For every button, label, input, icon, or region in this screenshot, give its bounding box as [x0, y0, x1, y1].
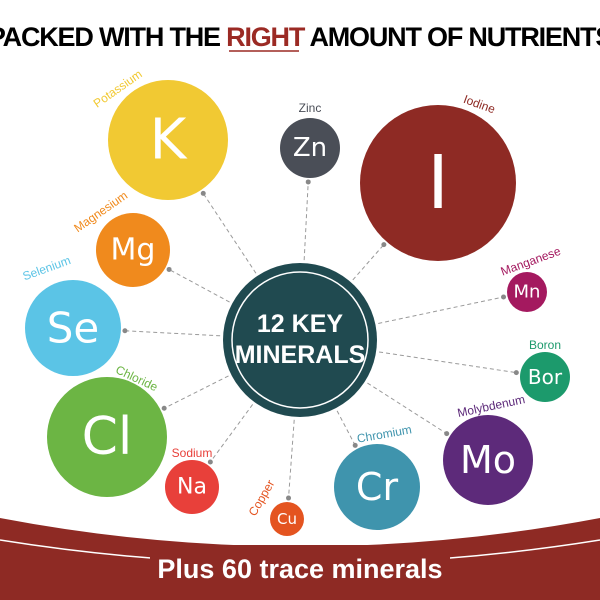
mineral-symbol: Cl: [82, 407, 133, 467]
headline-highlight: RIGHT: [226, 22, 306, 52]
mineral-circle: [360, 105, 516, 261]
mineral-circle: [47, 377, 167, 497]
connector-k: [202, 193, 257, 274]
mineral-name: Boron: [529, 338, 561, 352]
connector-cl: [163, 375, 229, 409]
mineral-symbol: Cr: [356, 465, 399, 509]
mineral-boron: Bor Boron: [520, 338, 570, 402]
mineral-circle: [96, 213, 170, 287]
connector-dot: [207, 459, 213, 465]
connector-zn: [303, 181, 309, 261]
mineral-circle: [334, 444, 420, 530]
footer-text: Plus 60 trace minerals: [157, 554, 442, 584]
connector-se: [124, 330, 221, 337]
connector-dot: [305, 179, 311, 185]
connector-dot: [513, 370, 519, 376]
center-line1: 12 KEY: [257, 310, 343, 338]
mineral-name: Chromium: [356, 422, 413, 445]
connector-dot: [161, 405, 167, 411]
center-hub: 12 KEY MINERALS: [223, 263, 377, 417]
connector-dot: [501, 294, 507, 300]
connector-mg: [168, 269, 230, 303]
connector-mo: [367, 382, 447, 435]
mineral-circle: [443, 415, 533, 505]
footer-band: Plus 60 trace minerals: [0, 518, 600, 600]
connector-dot: [166, 266, 172, 272]
headline: PACKED WITH THE RIGHT AMOUNT OF NUTRIENT…: [0, 22, 600, 52]
footer-text-background: [150, 545, 450, 585]
mineral-symbol: Bor: [528, 365, 563, 389]
connector-cu: [288, 419, 295, 499]
mineral-circle: [270, 502, 304, 536]
connector-i: [352, 244, 385, 281]
mineral-zinc: Zn Zinc: [280, 101, 340, 178]
connector-na: [209, 404, 254, 463]
mineral-circle: [280, 118, 340, 178]
mineral-symbol: I: [427, 140, 449, 226]
center-line2: MINERALS: [235, 341, 366, 369]
connector-lines: [122, 179, 519, 501]
connector-bor: [379, 351, 517, 374]
mineral-name: Selenium: [21, 253, 73, 283]
connector-dot: [122, 328, 128, 334]
mineral-circle: [108, 80, 228, 200]
mineral-circle: [165, 460, 219, 514]
mineral-name: Zinc: [299, 101, 322, 115]
connector-cr: [336, 410, 356, 446]
mineral-symbol: Se: [47, 304, 100, 353]
center-circle: [223, 263, 377, 417]
mineral-symbol: Mn: [514, 282, 541, 303]
mineral-symbol: K: [150, 108, 188, 173]
connector-dot: [200, 190, 206, 196]
connector-dot: [444, 431, 450, 437]
mineral-symbol: Na: [177, 475, 207, 500]
mineral-symbol: Zn: [293, 133, 327, 163]
headline-end: AMOUNT OF NUTRIENTS: [304, 22, 600, 52]
mineral-circle: [507, 272, 547, 312]
connector-mn: [378, 296, 504, 324]
mineral-symbol: Mo: [460, 438, 516, 482]
connector-dot: [352, 442, 358, 448]
mineral-symbol: Cu: [277, 510, 297, 528]
mineral-circle: [25, 280, 121, 376]
connector-dot: [381, 242, 387, 248]
mineral-name: Sodium: [172, 446, 213, 460]
mineral-symbol: Mg: [111, 233, 156, 268]
mineral-sodium: Na Sodium: [165, 446, 219, 514]
mineral-chromium: Cr Chromium: [334, 422, 420, 530]
headline-start: PACKED WITH THE: [0, 22, 226, 52]
mineral-circle: [520, 352, 570, 402]
center-ring: [231, 271, 369, 409]
connector-dot: [286, 495, 292, 501]
